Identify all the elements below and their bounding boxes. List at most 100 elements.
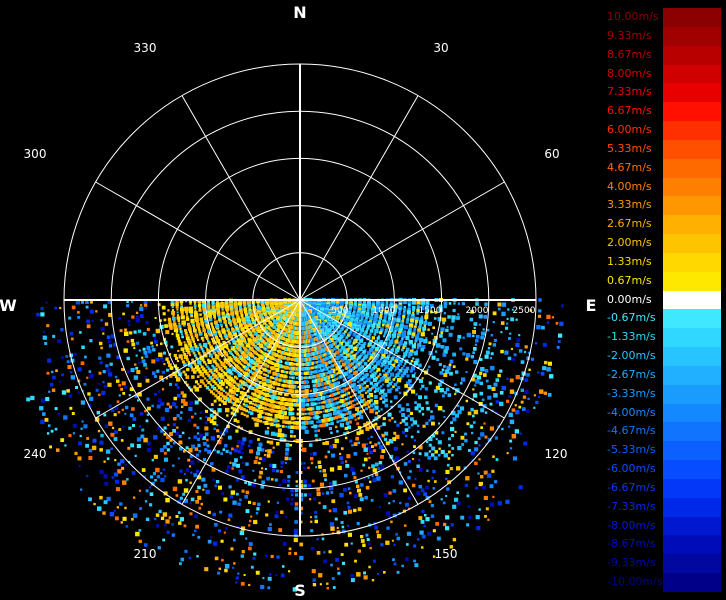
velocity-gate bbox=[404, 434, 408, 438]
velocity-gate bbox=[392, 355, 395, 359]
velocity-gate bbox=[122, 516, 127, 521]
velocity-gate bbox=[393, 314, 396, 317]
velocity-gate bbox=[466, 332, 472, 338]
velocity-gate bbox=[380, 408, 383, 411]
velocity-gate bbox=[223, 320, 227, 324]
velocity-gate bbox=[285, 516, 288, 519]
velocity-gate bbox=[443, 349, 448, 354]
velocity-gate bbox=[214, 353, 217, 357]
velocity-gate bbox=[397, 378, 402, 383]
velocity-gate bbox=[209, 344, 212, 347]
velocity-gate bbox=[83, 424, 88, 429]
velocity-gate bbox=[269, 403, 273, 408]
velocity-gate bbox=[122, 480, 127, 485]
velocity-gate bbox=[522, 395, 527, 399]
velocity-gate bbox=[139, 507, 142, 510]
velocity-gate bbox=[469, 424, 474, 429]
velocity-gate bbox=[385, 324, 390, 329]
velocity-gate bbox=[161, 359, 165, 363]
velocity-gate bbox=[352, 371, 357, 376]
velocity-gate bbox=[406, 310, 411, 315]
velocity-gate bbox=[388, 345, 391, 348]
velocity-gate bbox=[253, 388, 256, 391]
velocity-gate bbox=[368, 425, 372, 430]
velocity-gate bbox=[357, 417, 360, 420]
velocity-gate bbox=[238, 469, 243, 474]
velocity-gate bbox=[390, 520, 393, 524]
velocity-gate bbox=[457, 302, 461, 305]
velocity-gate bbox=[259, 395, 263, 400]
velocity-gate bbox=[374, 416, 379, 421]
velocity-gate bbox=[356, 410, 362, 416]
velocity-gate bbox=[446, 487, 450, 491]
velocity-gate bbox=[287, 420, 292, 425]
velocity-gate bbox=[245, 343, 250, 348]
velocity-gate bbox=[233, 413, 237, 417]
velocity-gate bbox=[281, 355, 285, 360]
velocity-gate bbox=[414, 401, 417, 404]
velocity-gate bbox=[50, 429, 54, 433]
velocity-gate bbox=[303, 493, 308, 497]
velocity-gate bbox=[357, 549, 361, 553]
velocity-gate bbox=[160, 516, 165, 520]
velocity-gate bbox=[171, 533, 176, 537]
velocity-gate bbox=[282, 370, 285, 373]
velocity-gate bbox=[382, 422, 386, 426]
velocity-gate bbox=[408, 426, 411, 429]
velocity-gate bbox=[293, 439, 296, 442]
velocity-gate bbox=[374, 428, 377, 431]
velocity-gate bbox=[376, 530, 380, 534]
velocity-gate bbox=[195, 524, 199, 529]
velocity-gate bbox=[181, 335, 184, 339]
velocity-gate bbox=[361, 326, 365, 329]
velocity-gate bbox=[507, 308, 510, 311]
velocity-gate bbox=[455, 370, 459, 374]
velocity-gate bbox=[368, 388, 372, 392]
velocity-gate bbox=[421, 304, 425, 308]
velocity-gate bbox=[356, 402, 359, 405]
velocity-gate bbox=[225, 449, 229, 453]
velocity-gate bbox=[344, 436, 348, 440]
velocity-gate bbox=[132, 513, 138, 518]
velocity-gate bbox=[378, 349, 384, 354]
velocity-gate bbox=[316, 551, 321, 555]
velocity-gate bbox=[251, 376, 256, 381]
velocity-gate bbox=[483, 470, 488, 475]
velocity-gate bbox=[175, 405, 178, 409]
velocity-gate bbox=[409, 349, 414, 354]
velocity-gate bbox=[225, 407, 230, 413]
velocity-gate bbox=[107, 372, 113, 377]
velocity-gate bbox=[375, 387, 380, 393]
velocity-gate bbox=[220, 323, 223, 327]
velocity-gate bbox=[218, 342, 222, 347]
velocity-gate bbox=[351, 377, 356, 382]
velocity-gate bbox=[401, 413, 406, 417]
velocity-gate bbox=[280, 510, 284, 514]
velocity-gate bbox=[67, 365, 72, 369]
velocity-gate bbox=[221, 394, 225, 398]
velocity-gate bbox=[287, 475, 291, 479]
velocity-gate bbox=[208, 353, 213, 358]
velocity-gate bbox=[108, 404, 112, 408]
velocity-gate bbox=[417, 328, 422, 333]
velocity-gate bbox=[376, 326, 379, 329]
velocity-gate bbox=[422, 326, 427, 331]
velocity-gate bbox=[295, 438, 300, 443]
velocity-gate bbox=[235, 429, 239, 433]
velocity-gate bbox=[450, 421, 453, 425]
velocity-gate bbox=[353, 398, 357, 402]
velocity-gate bbox=[405, 335, 410, 341]
velocity-gate bbox=[345, 412, 349, 415]
velocity-gate bbox=[163, 340, 168, 345]
velocity-gate bbox=[508, 337, 511, 340]
velocity-gate bbox=[394, 303, 397, 306]
velocity-gate bbox=[437, 406, 443, 411]
velocity-gate bbox=[425, 309, 429, 314]
velocity-gate bbox=[393, 304, 398, 309]
velocity-gate bbox=[280, 460, 285, 465]
velocity-gate bbox=[389, 300, 394, 304]
velocity-gate bbox=[230, 411, 234, 415]
velocity-gate bbox=[141, 468, 146, 472]
velocity-gate bbox=[254, 408, 258, 412]
velocity-gate bbox=[318, 419, 322, 423]
